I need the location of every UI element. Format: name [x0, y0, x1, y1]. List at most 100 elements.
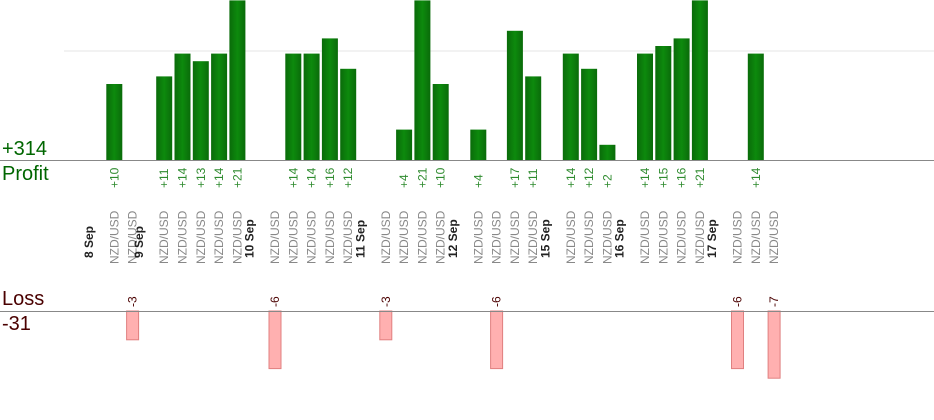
profit-value-label: +16 — [675, 167, 689, 188]
pair-label: NZD/USD — [582, 210, 596, 264]
pair-label: NZD/USD — [767, 210, 781, 264]
profit-value-label: +14 — [305, 167, 319, 188]
loss-bar — [379, 310, 393, 341]
profit-bar — [599, 144, 616, 160]
loss-value-label: -6 — [268, 296, 282, 307]
profit-value-label: +14 — [212, 167, 226, 188]
loss-value-labels: -3 -6 -3 -6 -6 -7 — [126, 296, 781, 307]
pair-label: NZD/USD — [656, 210, 670, 264]
profit-bar — [432, 84, 449, 160]
profit-bar — [106, 84, 123, 160]
profit-bar — [506, 30, 523, 160]
profit-bar — [174, 53, 191, 160]
profit-value-label: +14 — [638, 167, 652, 188]
pair-label: NZD/USD — [126, 210, 140, 264]
profit-bars — [106, 0, 764, 161]
profit-total: +314 — [2, 138, 48, 160]
pair-label: NZD/USD — [490, 210, 504, 264]
pair-label: NZD/USD — [415, 210, 429, 264]
loss-bar — [268, 310, 282, 370]
pair-label: NZD/USD — [471, 210, 485, 264]
pair-label: NZD/USD — [305, 210, 319, 264]
profit-value-label: +21 — [415, 167, 429, 188]
pair-label: NZD/USD — [286, 210, 300, 264]
date-label: 11 Sep — [354, 220, 368, 258]
profit-bar — [211, 53, 228, 160]
loss-bar — [767, 310, 781, 379]
profit-value-label: +10 — [434, 167, 448, 188]
loss-value-label: -3 — [126, 296, 140, 307]
pair-label: NZD/USD — [176, 210, 190, 264]
date-label: 17 Sep — [705, 219, 719, 258]
pair-label: NZD/USD — [508, 210, 522, 264]
pair-label: NZD/USD — [564, 210, 578, 264]
profit-value-label: +16 — [323, 167, 337, 188]
profit-value-labels: +10 +11 +14 +13 +14 +21 +14 +14 +16 +12 +4 +21 +10 +4… — [107, 167, 762, 188]
pair-label: NZD/USD — [230, 210, 244, 264]
pair-label: NZD/USD — [397, 210, 411, 264]
profit-bar — [673, 38, 690, 160]
pair-label: NZD/USD — [693, 210, 707, 264]
profit-bar — [525, 76, 542, 160]
pair-label: NZD/USD — [638, 210, 652, 264]
pair-label: NZD/USD — [107, 210, 121, 264]
loss-total: -31 — [2, 313, 31, 335]
date-label: 15 Sep — [539, 219, 553, 258]
profit-value-label: +10 — [107, 167, 121, 188]
date-label: 16 Sep — [613, 219, 627, 258]
pair-label: NZD/USD — [379, 210, 393, 264]
profit-value-label: +12 — [582, 167, 596, 188]
loss-bar — [490, 310, 504, 370]
date-label: 10 Sep — [243, 219, 257, 258]
profit-value-label: +2 — [600, 174, 614, 188]
profit-value-label: +14 — [176, 167, 190, 188]
profit-value-label: +14 — [564, 167, 578, 188]
profit-bar — [691, 0, 708, 161]
profit-value-label: +15 — [656, 167, 670, 188]
profit-bar — [340, 68, 357, 160]
profit-value-label: +4 — [471, 174, 485, 188]
profit-bar — [303, 53, 320, 160]
profit-bar — [747, 53, 764, 160]
profit-bar — [192, 61, 209, 161]
loss-value-label: -3 — [379, 296, 393, 307]
loss-value-label: -6 — [490, 296, 504, 307]
profit-value-label: +21 — [230, 167, 244, 188]
pair-label: NZD/USD — [675, 210, 689, 264]
profit-bar — [156, 76, 173, 160]
pair-label: NZD/USD — [268, 210, 282, 264]
profit-value-label: +4 — [397, 174, 411, 188]
profit-bar — [562, 53, 579, 160]
pair-label: NZD/USD — [323, 210, 337, 264]
profit-bar — [229, 0, 246, 161]
date-label: 8 Sep — [82, 226, 96, 258]
date-label: 12 Sep — [446, 219, 460, 258]
profit-bar — [655, 46, 672, 160]
pair-label: NZD/USD — [194, 210, 208, 264]
profit-value-label: +14 — [286, 167, 300, 188]
loss-bar — [126, 310, 140, 341]
profit-value-label: +13 — [194, 167, 208, 188]
loss-value-label: -6 — [731, 296, 745, 307]
profit-bar — [470, 129, 487, 160]
loss-bars — [126, 310, 781, 379]
profit-bar — [321, 38, 338, 160]
profit-caption: Profit — [2, 163, 49, 185]
pair-label: NZD/USD — [341, 210, 355, 264]
profit-value-label: +21 — [693, 167, 707, 188]
pair-label: NZD/USD — [749, 210, 763, 264]
profit-value-label: +11 — [157, 168, 171, 188]
profit-bar — [414, 0, 431, 161]
pair-label: NZD/USD — [157, 210, 171, 264]
profit-bar — [637, 53, 653, 160]
profit-bar — [285, 53, 302, 160]
profit-bar — [396, 129, 413, 160]
profit-bar — [581, 68, 598, 160]
pair-label: NZD/USD — [434, 210, 448, 264]
pair-label: NZD/USD — [731, 210, 745, 264]
date-label: 9 Sep — [132, 226, 146, 258]
pair-label: NZD/USD — [526, 210, 540, 264]
loss-caption: Loss — [2, 288, 45, 310]
profit-value-label: +17 — [508, 167, 522, 188]
